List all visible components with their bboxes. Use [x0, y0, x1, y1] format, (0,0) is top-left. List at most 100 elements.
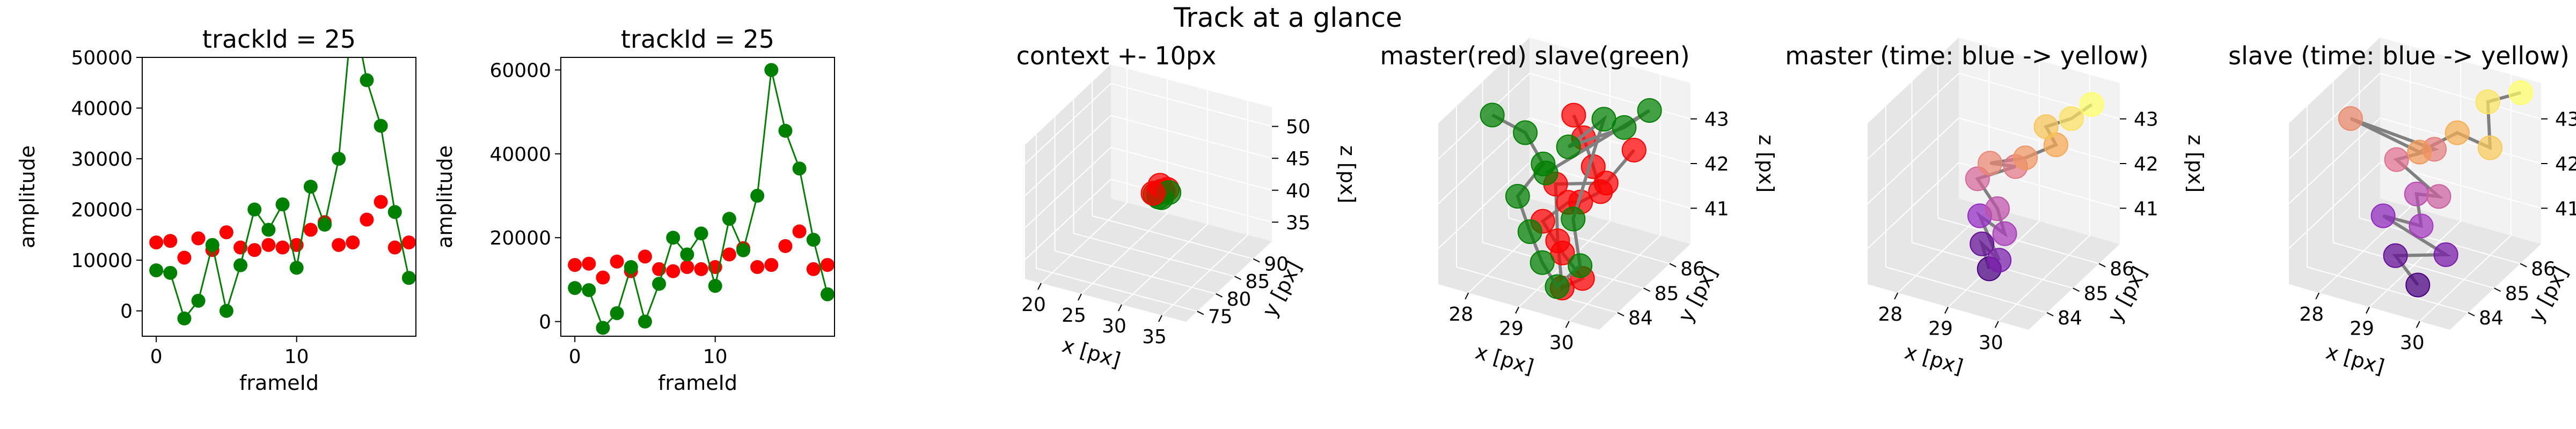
x-axis-label: x [px] — [1473, 340, 1536, 379]
y-tick-mark — [1643, 287, 1651, 292]
y-tick-label: 80 — [1227, 289, 1252, 310]
data-point-green — [694, 226, 708, 241]
y-tick-label: 10000 — [71, 250, 133, 272]
grid-line-y — [2333, 242, 2494, 289]
grid-line-z — [1867, 72, 1959, 160]
data-point-green — [722, 212, 736, 226]
data-point-green — [149, 263, 164, 278]
slave-point — [1517, 219, 1542, 245]
data-point-green — [736, 243, 750, 257]
data-point-green — [191, 293, 206, 308]
data-point-green — [582, 283, 596, 297]
y-tick-label: 40000 — [71, 98, 133, 120]
grid-line-x — [2318, 206, 2411, 293]
time-point — [2433, 242, 2458, 267]
chart-title: context +- 10px — [1016, 41, 1217, 70]
amplitude-chart-right: 0 10 0 20000 40000 60000 trackId = 25 frameId am… — [433, 25, 835, 395]
slave-point — [1533, 160, 1558, 186]
data-point-red — [764, 258, 779, 272]
y-tick-label: 84 — [2479, 307, 2504, 329]
floor-pane — [1025, 198, 1272, 322]
data-point-green — [247, 202, 262, 217]
y-tick-mark — [1197, 310, 1204, 315]
chart-title: trackId = 25 — [621, 25, 774, 54]
data-point-green — [401, 271, 416, 285]
y-tick-label: 75 — [1208, 306, 1233, 328]
grid-line-y — [2307, 267, 2469, 313]
y-tick-label: 30000 — [71, 149, 133, 171]
slave-point — [1545, 274, 1570, 299]
x-tick-label: 0 — [569, 346, 581, 368]
data-point-green — [792, 161, 807, 176]
time-point — [2409, 213, 2434, 239]
y-tick-mark — [1216, 293, 1223, 298]
z-tick-label: 35 — [1286, 212, 1311, 234]
data-point-green — [820, 287, 835, 301]
y-tick-label: 85 — [2084, 283, 2109, 305]
master-point — [1545, 228, 1570, 254]
y-tick-label: 84 — [2058, 307, 2082, 329]
data-point-green — [275, 197, 290, 212]
data-point-green — [806, 233, 821, 247]
y-tick-label: 90 — [1264, 254, 1289, 276]
plot-data-group — [568, 63, 835, 335]
time-point — [2508, 80, 2534, 105]
data-point-red — [778, 239, 793, 253]
y-tick-label: 86 — [2531, 258, 2556, 280]
data-point-red — [374, 195, 388, 209]
grid-line-x — [1569, 235, 1661, 322]
time-point — [2445, 120, 2470, 145]
y-tick-mark — [2046, 312, 2054, 316]
data-point-red — [275, 240, 290, 255]
x-tick-label: 25 — [1062, 305, 1086, 327]
data-point-red — [303, 223, 318, 237]
data-group — [1480, 98, 1662, 301]
time-point — [1978, 151, 2003, 176]
master-point — [1561, 102, 1586, 128]
y-axis-label: amplitude — [16, 145, 39, 248]
time-point — [2079, 92, 2104, 117]
y-tick-mark — [1234, 276, 1241, 280]
data-point-red — [806, 262, 821, 276]
time-point — [2370, 203, 2396, 228]
x-tick-label: 28 — [1878, 304, 1902, 326]
grid-line-z — [2288, 72, 2381, 160]
data-point-green — [568, 281, 582, 295]
grid-line-z — [1110, 146, 1272, 191]
data-point-red — [247, 243, 262, 257]
data-point-red — [610, 254, 624, 269]
y-tick-mark — [2494, 287, 2501, 292]
data-point-red — [750, 260, 765, 274]
y-tick-label: 40000 — [489, 144, 551, 166]
grid-line-z — [1110, 179, 1272, 223]
x-tick-mark — [1565, 321, 1570, 328]
time-point — [1970, 231, 1995, 256]
data-point-green — [332, 152, 346, 166]
time-point — [2033, 114, 2059, 139]
y-tick-label: 86 — [1680, 258, 1705, 280]
z-tick-label: 40 — [1286, 180, 1311, 202]
grid-line-z — [2380, 72, 2542, 120]
z-tick-label: 45 — [1286, 148, 1311, 170]
data-point-red — [582, 256, 596, 271]
data-point-green — [318, 218, 332, 232]
grid-line-x — [1161, 234, 1248, 316]
data-point-red — [666, 264, 680, 278]
data-point-red — [346, 235, 360, 250]
grid-line-z — [1529, 72, 1691, 120]
chart-title: master (time: blue -> yellow) — [1785, 41, 2148, 70]
time-point — [1992, 221, 2017, 246]
y-tick-label: 85 — [2505, 283, 2530, 305]
grid-line-y — [1055, 250, 1216, 294]
grid-line-z — [2288, 117, 2381, 204]
data-point-red — [261, 238, 276, 252]
x-tick-mark — [2416, 321, 2420, 328]
x-axis-label: x [px] — [2323, 340, 2387, 379]
figure-suptitle: Track at a glance — [1173, 2, 1402, 33]
z-axis-label: z [px] — [2184, 135, 2207, 193]
grid-line-y — [1073, 233, 1235, 277]
y-tick-label: 85 — [1245, 271, 1270, 293]
z-tick-label: 42 — [2555, 153, 2576, 175]
data-point-green — [261, 223, 276, 237]
